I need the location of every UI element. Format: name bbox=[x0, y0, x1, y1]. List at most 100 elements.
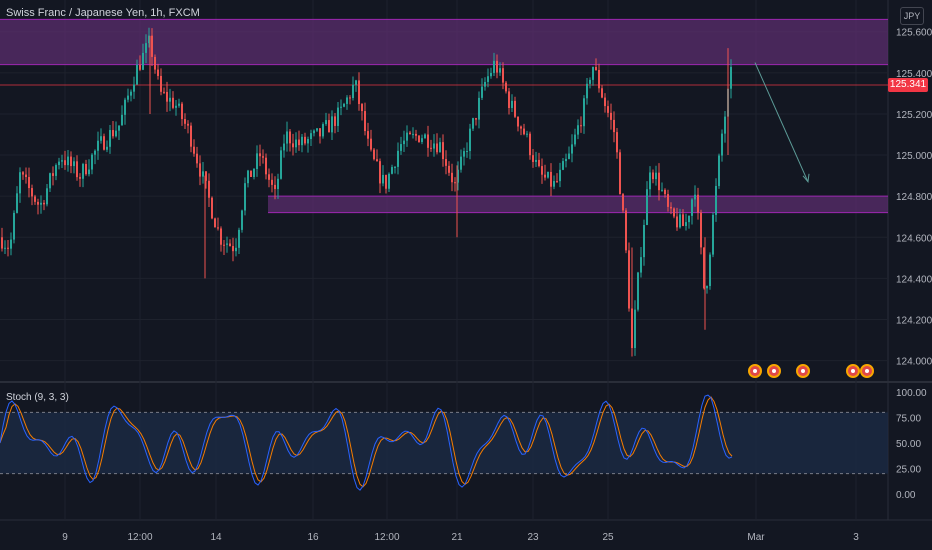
candle-body bbox=[568, 153, 570, 159]
candle-body bbox=[649, 172, 651, 190]
candle-body bbox=[463, 151, 465, 157]
candle-body bbox=[277, 178, 279, 190]
candle-body bbox=[433, 143, 435, 149]
candle-body bbox=[130, 91, 132, 96]
stoch-tick-label: 75.00 bbox=[896, 414, 921, 425]
candle-body bbox=[697, 194, 699, 213]
candle-body bbox=[541, 166, 543, 175]
candle-body bbox=[208, 180, 210, 198]
candle-body bbox=[403, 140, 405, 145]
candle-body bbox=[112, 130, 114, 137]
candle-body bbox=[676, 216, 678, 228]
candle-body bbox=[19, 172, 21, 194]
candle-body bbox=[580, 125, 582, 127]
candle-body bbox=[217, 227, 219, 229]
price-tick-label: 124.000 bbox=[896, 357, 932, 368]
candle-body bbox=[691, 199, 693, 216]
candle-body bbox=[133, 84, 135, 92]
candle-body bbox=[376, 159, 378, 162]
price-tick-label: 124.800 bbox=[896, 192, 932, 203]
candle-body bbox=[640, 257, 642, 273]
stoch-tick-label: 0.00 bbox=[896, 490, 916, 501]
candle-body bbox=[73, 161, 75, 167]
candle-body bbox=[598, 70, 600, 89]
candle-body bbox=[4, 247, 6, 249]
candle-body bbox=[43, 202, 45, 205]
event-icon[interactable] bbox=[846, 364, 860, 378]
candle-body bbox=[406, 132, 408, 141]
event-icon[interactable] bbox=[796, 364, 810, 378]
candle-body bbox=[628, 250, 630, 309]
currency-button[interactable]: JPY bbox=[900, 7, 924, 25]
candle-body bbox=[244, 183, 246, 211]
candle-body bbox=[259, 153, 261, 157]
stoch-k-line bbox=[0, 394, 733, 491]
event-icon[interactable] bbox=[748, 364, 762, 378]
candle-body bbox=[22, 172, 24, 175]
candle-body bbox=[109, 130, 111, 147]
candle-body bbox=[127, 95, 129, 100]
candle-body bbox=[256, 153, 258, 169]
candle-body bbox=[412, 133, 414, 135]
candle-body bbox=[220, 228, 222, 245]
time-tick-label: 12:00 bbox=[374, 532, 399, 543]
candle-body bbox=[94, 150, 96, 155]
candle-body bbox=[349, 97, 351, 99]
candle-body bbox=[451, 172, 453, 183]
candle-body bbox=[97, 140, 99, 151]
candle-body bbox=[484, 81, 486, 87]
event-icon[interactable] bbox=[767, 364, 781, 378]
stoch-tick-label: 25.00 bbox=[896, 465, 921, 476]
price-tick-label: 125.600 bbox=[896, 28, 932, 39]
candle-body bbox=[397, 150, 399, 167]
candle-body bbox=[448, 165, 450, 173]
candle-body bbox=[556, 181, 558, 183]
candle-body bbox=[271, 179, 273, 185]
candle-body bbox=[178, 103, 180, 106]
candle-body bbox=[232, 246, 234, 252]
candle-body bbox=[205, 171, 207, 181]
candle-body bbox=[610, 112, 612, 120]
candle-body bbox=[478, 97, 480, 120]
event-icon[interactable] bbox=[860, 364, 874, 378]
candle-body bbox=[151, 35, 153, 57]
candle-body bbox=[364, 111, 366, 132]
stoch-indicator-label[interactable]: Stoch (9, 3, 3) bbox=[6, 392, 69, 403]
candle-body bbox=[361, 104, 363, 112]
candle-body bbox=[460, 156, 462, 170]
candle-body bbox=[559, 169, 561, 182]
candle-body bbox=[184, 119, 186, 124]
candle-body bbox=[418, 135, 420, 143]
time-tick-label: 23 bbox=[527, 532, 539, 543]
candle-body bbox=[673, 208, 675, 217]
candle-body bbox=[235, 247, 237, 252]
candle-body bbox=[190, 125, 192, 147]
candle-body bbox=[607, 106, 609, 113]
candle-body bbox=[520, 126, 522, 129]
candle-body bbox=[310, 133, 312, 140]
candle-body bbox=[175, 105, 177, 108]
candle-body bbox=[274, 184, 276, 190]
candle-body bbox=[289, 131, 291, 144]
axes: 124.000 124.200 124.400 124.600 124.800 125.0… bbox=[62, 28, 932, 543]
candle-body bbox=[367, 131, 369, 139]
candle-body bbox=[601, 88, 603, 98]
candle-body bbox=[457, 169, 459, 183]
candle-body bbox=[670, 206, 672, 209]
candle-body bbox=[490, 72, 492, 77]
time-tick-label: 12:00 bbox=[127, 532, 152, 543]
candle-body bbox=[385, 174, 387, 189]
candle-body bbox=[442, 142, 444, 160]
candle-body bbox=[145, 43, 147, 53]
candle-body bbox=[439, 142, 441, 153]
candle-body bbox=[211, 197, 213, 219]
candle-body bbox=[286, 131, 288, 144]
candle-body bbox=[82, 164, 84, 179]
candle-body bbox=[268, 174, 270, 180]
candle-body bbox=[613, 119, 615, 133]
candle-body bbox=[55, 165, 57, 176]
price-tick-label: 124.400 bbox=[896, 274, 932, 285]
candle-body bbox=[262, 156, 264, 158]
stoch-band bbox=[0, 412, 888, 474]
